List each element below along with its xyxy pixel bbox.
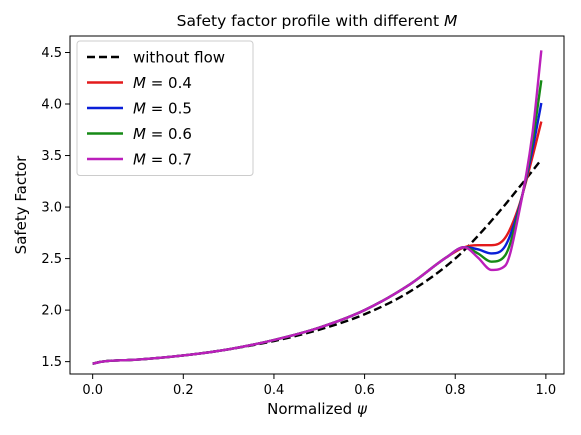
x-axis-label-text: Normalized [267,400,357,418]
x-tick-label: 0.6 [354,383,375,398]
legend-label-3: M = 0.6 [133,125,192,143]
y-tick-label: 2.5 [41,252,62,267]
series-line-4 [92,50,543,365]
legend-label-2: M = 0.5 [133,100,192,118]
x-tick-label: 1.0 [536,383,557,398]
y-tick-label: 4.0 [41,98,62,113]
chart-title-text: Safety factor profile with different [177,12,444,30]
axes-frame [69,35,565,375]
x-tick-label: 0.8 [445,383,466,398]
legend-label-0: without flow [133,49,225,67]
y-tick-label: 3.5 [41,149,62,164]
y-tick-label: 3.0 [41,201,62,216]
legend-box [76,40,254,176]
chart-title-var: M [444,12,457,30]
axes: 0.0 0.2 0.4 0.6 0.8 1.0 1.5 2.0 2.5 3.0 3.5 4.0 4.5 [41,35,565,398]
legend-label-4: M = 0.7 [133,151,192,169]
y-tick-label: 2.0 [41,304,62,319]
x-tick-label: 0.0 [82,383,103,398]
legend-label-1: M = 0.4 [133,74,192,92]
y-tick-label: 4.5 [41,46,62,61]
x-axis-label: Normalized ψ [267,400,368,418]
chart-title: Safety factor profile with different M [177,12,458,30]
plot-area [92,50,543,365]
y-tick-label: 1.5 [41,355,62,370]
series-line-0 [92,158,543,365]
x-axis-label-var: ψ [357,400,368,418]
legend: without flow M = 0.4 M = 0.5 M = 0.6 M = 0.7 [76,40,254,176]
x-tick-label: 0.4 [264,383,285,398]
x-tick-label: 0.2 [173,383,194,398]
y-axis-label: Safety Factor [12,155,30,254]
